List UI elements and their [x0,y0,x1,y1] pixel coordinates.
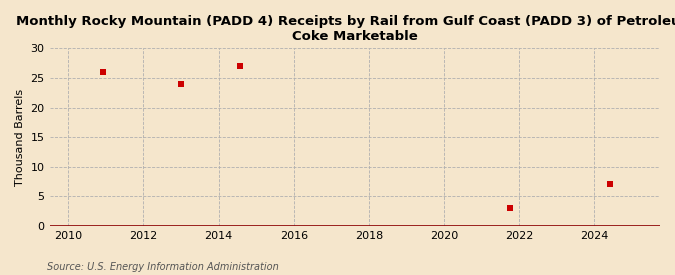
Text: Source: U.S. Energy Information Administration: Source: U.S. Energy Information Administ… [47,262,279,272]
Y-axis label: Thousand Barrels: Thousand Barrels [15,89,25,186]
Title: Monthly Rocky Mountain (PADD 4) Receipts by Rail from Gulf Coast (PADD 3) of Pet: Monthly Rocky Mountain (PADD 4) Receipts… [16,15,675,43]
